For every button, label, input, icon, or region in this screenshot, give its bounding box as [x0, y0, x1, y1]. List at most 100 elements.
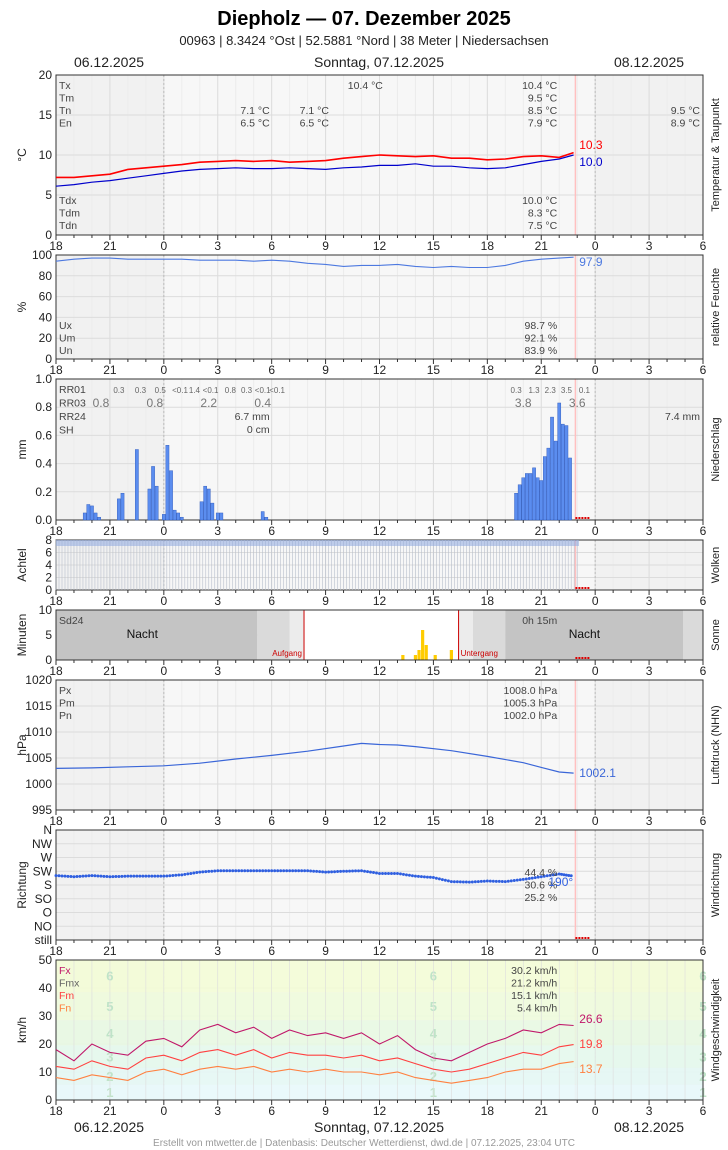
wind-dir-point — [141, 874, 145, 878]
wind-dir-point — [111, 875, 115, 879]
humidity-stat-label: Um — [59, 333, 76, 345]
humidity-xtick-label: 21 — [535, 363, 549, 377]
wind-dir-point — [135, 874, 139, 878]
wind-dir-xtick-label: 12 — [373, 944, 387, 958]
wind-dir-point — [210, 869, 214, 873]
wind-dir-point — [473, 880, 477, 884]
wind-dir-point — [422, 875, 426, 879]
wind-dir-point — [551, 873, 555, 877]
wind-dir-point — [348, 869, 352, 873]
footer-credit: Erstellt von mtwetter.de | Datenbasis: D… — [153, 1138, 575, 1149]
humidity-ytick: 60 — [39, 290, 53, 304]
wind-dir-point — [231, 869, 235, 873]
precip-rr01-value: <0.1 — [203, 386, 219, 395]
precip-rr01-value: <0.1 — [255, 386, 271, 395]
wind-dir-point — [144, 874, 148, 878]
humidity-xtick-label: 3 — [646, 363, 653, 377]
precip-rr03-value: 0.8 — [147, 396, 164, 410]
pressure-xtick-label: 0 — [592, 814, 599, 828]
wind-dir-point — [482, 879, 486, 883]
wind-dir-point — [66, 874, 70, 878]
precip-rr03-value: 0.4 — [254, 396, 271, 410]
precip-rr03-value: 3.8 — [515, 396, 532, 410]
wind-dir-point — [564, 873, 568, 877]
wind-dir-point — [521, 877, 525, 881]
pressure-xtick-label: 21 — [103, 814, 117, 828]
precip-xtick-label: 9 — [322, 524, 329, 538]
wind-dir-point — [530, 876, 534, 880]
wind-dir-point — [309, 869, 313, 873]
precip-stat-label: RR24 — [59, 411, 86, 423]
wind-dir-point — [458, 880, 462, 884]
temp-stat-value: 9.5 °C — [528, 93, 558, 105]
wind-dir-point — [201, 870, 205, 874]
precip-xtick-label: 18 — [49, 524, 63, 538]
temp-stat-value: 7.1 °C — [240, 105, 270, 117]
wind-dir-ytick: SO — [35, 892, 52, 906]
temp-ylabel: °C — [15, 148, 29, 162]
dewpoint-stat-value: 10.0 °C — [522, 195, 558, 207]
humidity-side-label: relative Feuchte — [710, 268, 722, 346]
precip-bar — [210, 502, 215, 521]
wind-dir-point — [312, 869, 316, 873]
dewpoint-line — [55, 154, 574, 187]
cloud-xtick-label: 6 — [268, 594, 275, 608]
page-title: Diepholz — 07. Dezember 2025 — [217, 8, 510, 30]
temp-stat-value: 9.5 °C — [671, 105, 701, 117]
wind-dir-point — [183, 872, 187, 876]
wind-mean-current-value: 19.8 — [579, 1037, 603, 1051]
temp-ytick: 5 — [45, 188, 52, 202]
precip-rr01-value: 0.8 — [225, 386, 237, 395]
sun-side-label: Sonne — [710, 619, 722, 651]
wind-dir-point — [372, 871, 376, 875]
sunrise-label: Aufgang — [272, 649, 302, 658]
sunset-label: Untergang — [461, 649, 498, 658]
precip-xtick-label: 6 — [700, 524, 707, 538]
sun-xtick-label: 0 — [592, 664, 599, 678]
wind-dir-point — [192, 871, 196, 875]
wind-dir-point — [476, 880, 480, 884]
wind-speed-side-label: Windgeschwindigkeit — [710, 979, 722, 1082]
humidity-xtick-label: 3 — [214, 363, 221, 377]
temp-stat-value: 6.5 °C — [300, 118, 330, 130]
wind-speed-xtick-label: 0 — [160, 1104, 167, 1118]
humidity-stat-value: 98.7 % — [525, 320, 558, 332]
temp-xtick-label: 6 — [268, 239, 275, 253]
wind-speed-xtick-label: 18 — [49, 1104, 63, 1118]
temp-stat-value: 8.5 °C — [528, 105, 558, 117]
temp-xtick-label: 3 — [214, 239, 221, 253]
wind-speed-xtick-label: 0 — [592, 1104, 599, 1118]
wind-dir-point — [494, 879, 498, 883]
wind-dir-point — [485, 879, 489, 883]
dewpoint-stat-value: 8.3 °C — [528, 208, 558, 220]
wind-dir-point — [240, 869, 244, 873]
wind-dir-point — [524, 877, 528, 881]
wind-dir-point — [336, 870, 340, 874]
sun-xtick-label: 21 — [535, 664, 549, 678]
precip-rr03-value: 0.8 — [93, 396, 110, 410]
wind-dir-point — [114, 875, 118, 879]
precip-rr01-value: 0.1 — [579, 386, 591, 395]
precip-xtick-label: 18 — [481, 524, 495, 538]
wind-dir-point — [99, 874, 103, 878]
cloud-xtick-label: 12 — [373, 594, 387, 608]
temp-xtick-label: 15 — [427, 239, 441, 253]
humidity-stat-label: Ux — [59, 320, 73, 332]
precip-bar — [514, 493, 518, 521]
wind-dir-point — [386, 871, 390, 875]
wind-dir-point — [533, 876, 537, 880]
wind-dir-point — [147, 874, 151, 878]
wind-dir-point — [222, 869, 226, 873]
cloud-xtick-label: 15 — [427, 594, 441, 608]
wind-dir-point — [548, 873, 552, 877]
humidity-stat-value: 92.1 % — [525, 333, 558, 345]
wind-dir-point — [443, 878, 447, 882]
wind-dir-xtick-label: 3 — [646, 944, 653, 958]
wind-dir-ytick: O — [43, 906, 52, 920]
wind-dir-xtick-label: 18 — [49, 944, 63, 958]
precip-bar — [172, 509, 177, 521]
wind-dir-point — [102, 874, 106, 878]
wind-dir-point — [54, 874, 58, 878]
precip-rr01-value: 0.5 — [155, 386, 167, 395]
